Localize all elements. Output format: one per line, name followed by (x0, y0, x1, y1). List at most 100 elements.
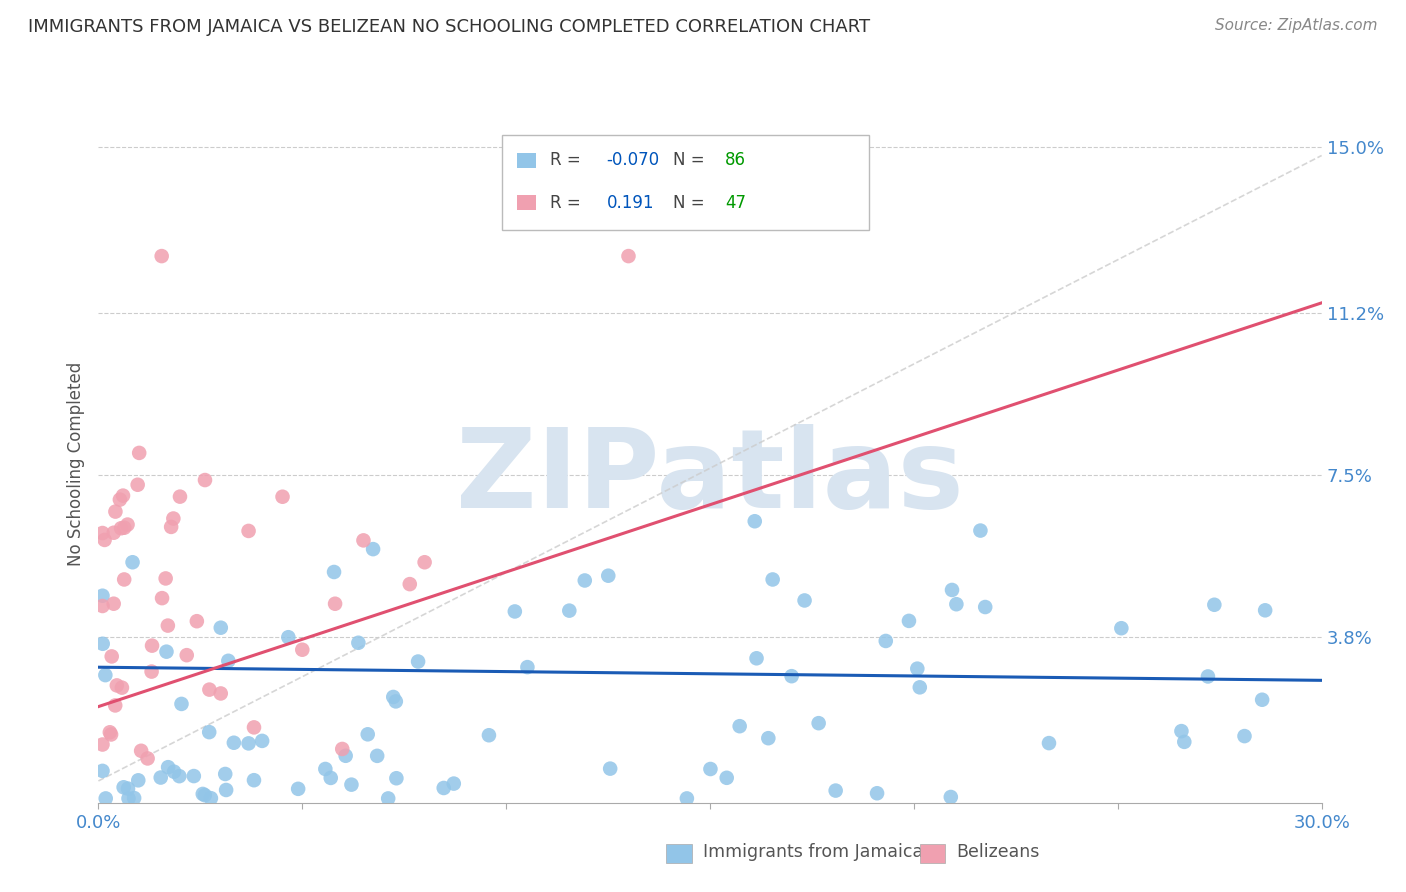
Point (238, 736, 260, 750)
Point (1204, 598, 1226, 612)
Point (91, 526, 114, 541)
Point (209, 686, 232, 700)
Point (100, 727, 122, 741)
Point (335, 748, 357, 763)
Point (198, 725, 221, 739)
Point (897, 614, 920, 628)
Text: ZIPatlas: ZIPatlas (456, 424, 965, 531)
Point (905, 662, 928, 676)
Point (793, 593, 815, 607)
Point (398, 577, 420, 591)
Point (238, 524, 260, 538)
Point (413, 555, 436, 569)
Point (756, 731, 779, 746)
Point (716, 771, 738, 785)
Text: 0.191: 0.191 (606, 194, 654, 211)
Text: N =: N = (672, 194, 704, 211)
Point (169, 769, 191, 783)
Point (1038, 736, 1060, 750)
Text: Immigrants from Jamaica: Immigrants from Jamaica (703, 843, 924, 861)
Point (121, 555, 143, 569)
Point (112, 573, 135, 587)
Point (287, 781, 309, 796)
Point (157, 760, 180, 774)
Text: Belizeans: Belizeans (956, 843, 1039, 861)
Point (91, 599, 114, 613)
Point (100, 649, 122, 664)
Point (91, 764, 114, 778)
Point (319, 771, 342, 785)
Point (214, 767, 236, 781)
Point (194, 788, 217, 802)
Point (170, 697, 193, 711)
Point (277, 630, 299, 644)
Point (155, 645, 177, 659)
Point (103, 597, 125, 611)
Point (574, 574, 596, 588)
Point (155, 571, 177, 585)
Point (699, 762, 721, 776)
Point (103, 525, 125, 540)
Point (162, 511, 184, 525)
Point (728, 719, 751, 733)
Point (149, 771, 172, 785)
Point (141, 639, 163, 653)
Point (1233, 729, 1256, 743)
Point (385, 694, 408, 708)
Point (104, 698, 127, 713)
Point (209, 621, 232, 635)
Point (98, 725, 121, 739)
Point (156, 618, 179, 632)
Point (111, 489, 134, 503)
Point (382, 690, 405, 704)
Point (744, 514, 766, 528)
Point (939, 789, 962, 804)
Point (91, 589, 114, 603)
Point (186, 614, 208, 628)
Point (361, 542, 384, 557)
Point (91, 738, 114, 752)
Point (117, 781, 139, 796)
Point (1254, 603, 1277, 617)
Point (111, 681, 134, 695)
Point (129, 744, 152, 758)
Text: N =: N = (672, 151, 704, 169)
Point (516, 660, 538, 674)
Point (93, 533, 115, 547)
Text: R =: R = (550, 151, 581, 169)
Point (1111, 621, 1133, 635)
Point (150, 591, 173, 606)
Point (250, 734, 273, 748)
FancyBboxPatch shape (517, 195, 536, 211)
Point (291, 642, 314, 657)
Point (176, 648, 198, 662)
Point (222, 736, 245, 750)
Point (941, 582, 963, 597)
Point (198, 682, 221, 697)
Point (105, 678, 128, 692)
Point (807, 716, 830, 731)
Point (357, 727, 380, 741)
Point (1170, 724, 1192, 739)
Point (194, 473, 217, 487)
Point (122, 791, 145, 805)
Point (1251, 692, 1274, 706)
Point (160, 520, 183, 534)
Point (503, 604, 526, 618)
Point (323, 597, 346, 611)
Point (478, 728, 501, 742)
FancyBboxPatch shape (517, 153, 536, 168)
Point (191, 787, 214, 801)
Point (745, 651, 768, 665)
Point (94, 668, 117, 682)
Point (127, 477, 149, 491)
Point (128, 446, 150, 460)
Point (183, 769, 205, 783)
Point (599, 762, 621, 776)
Point (112, 521, 135, 535)
Point (91, 637, 114, 651)
Point (94, 791, 117, 805)
Point (969, 524, 991, 538)
Point (169, 490, 191, 504)
Text: -0.070: -0.070 (606, 151, 659, 169)
